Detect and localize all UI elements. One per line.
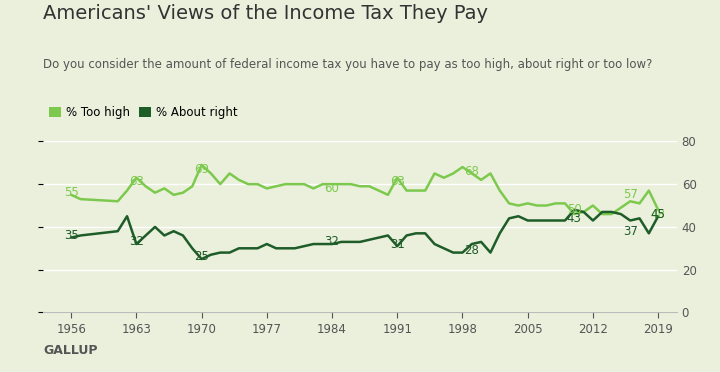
Text: 63: 63	[129, 176, 144, 188]
Text: 60: 60	[325, 182, 340, 195]
Text: 63: 63	[390, 176, 405, 188]
Text: 28: 28	[464, 244, 480, 257]
Text: Do you consider the amount of federal income tax you have to pay as too high, ab: Do you consider the amount of federal in…	[43, 58, 652, 71]
Legend: % Too high, % About right: % Too high, % About right	[49, 106, 237, 119]
Text: 25: 25	[194, 250, 209, 263]
Text: 45: 45	[651, 208, 665, 221]
Text: 48: 48	[651, 208, 665, 221]
Text: 31: 31	[390, 238, 405, 251]
Text: 37: 37	[623, 225, 638, 238]
Text: 32: 32	[129, 235, 144, 248]
Text: 68: 68	[464, 165, 480, 178]
Text: 57: 57	[623, 188, 638, 201]
Text: 32: 32	[325, 235, 340, 248]
Text: 50: 50	[567, 203, 582, 216]
Text: 69: 69	[194, 163, 209, 176]
Text: 35: 35	[64, 229, 78, 242]
Text: Americans' Views of the Income Tax They Pay: Americans' Views of the Income Tax They …	[43, 4, 488, 23]
Text: 43: 43	[567, 212, 582, 225]
Text: GALLUP: GALLUP	[43, 344, 98, 357]
Text: 55: 55	[64, 186, 78, 199]
